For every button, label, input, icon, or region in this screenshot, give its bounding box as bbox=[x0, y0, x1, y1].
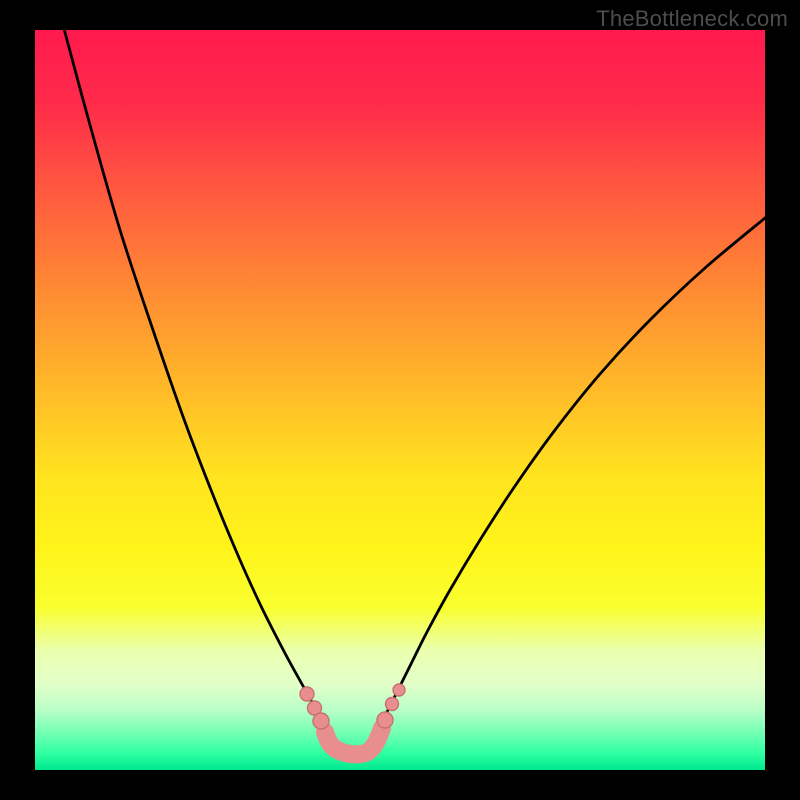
data-marker bbox=[386, 698, 399, 711]
left-curve bbox=[63, 30, 325, 725]
right-curve bbox=[380, 218, 765, 725]
data-marker bbox=[377, 712, 393, 728]
watermark-text: TheBottleneck.com bbox=[596, 6, 788, 32]
data-markers bbox=[300, 684, 405, 729]
data-marker bbox=[393, 684, 405, 696]
chart-plot-area bbox=[35, 30, 765, 770]
data-marker bbox=[313, 713, 329, 729]
data-marker bbox=[300, 687, 314, 701]
chart-overlay-svg bbox=[35, 30, 765, 770]
worm-body bbox=[325, 728, 382, 754]
